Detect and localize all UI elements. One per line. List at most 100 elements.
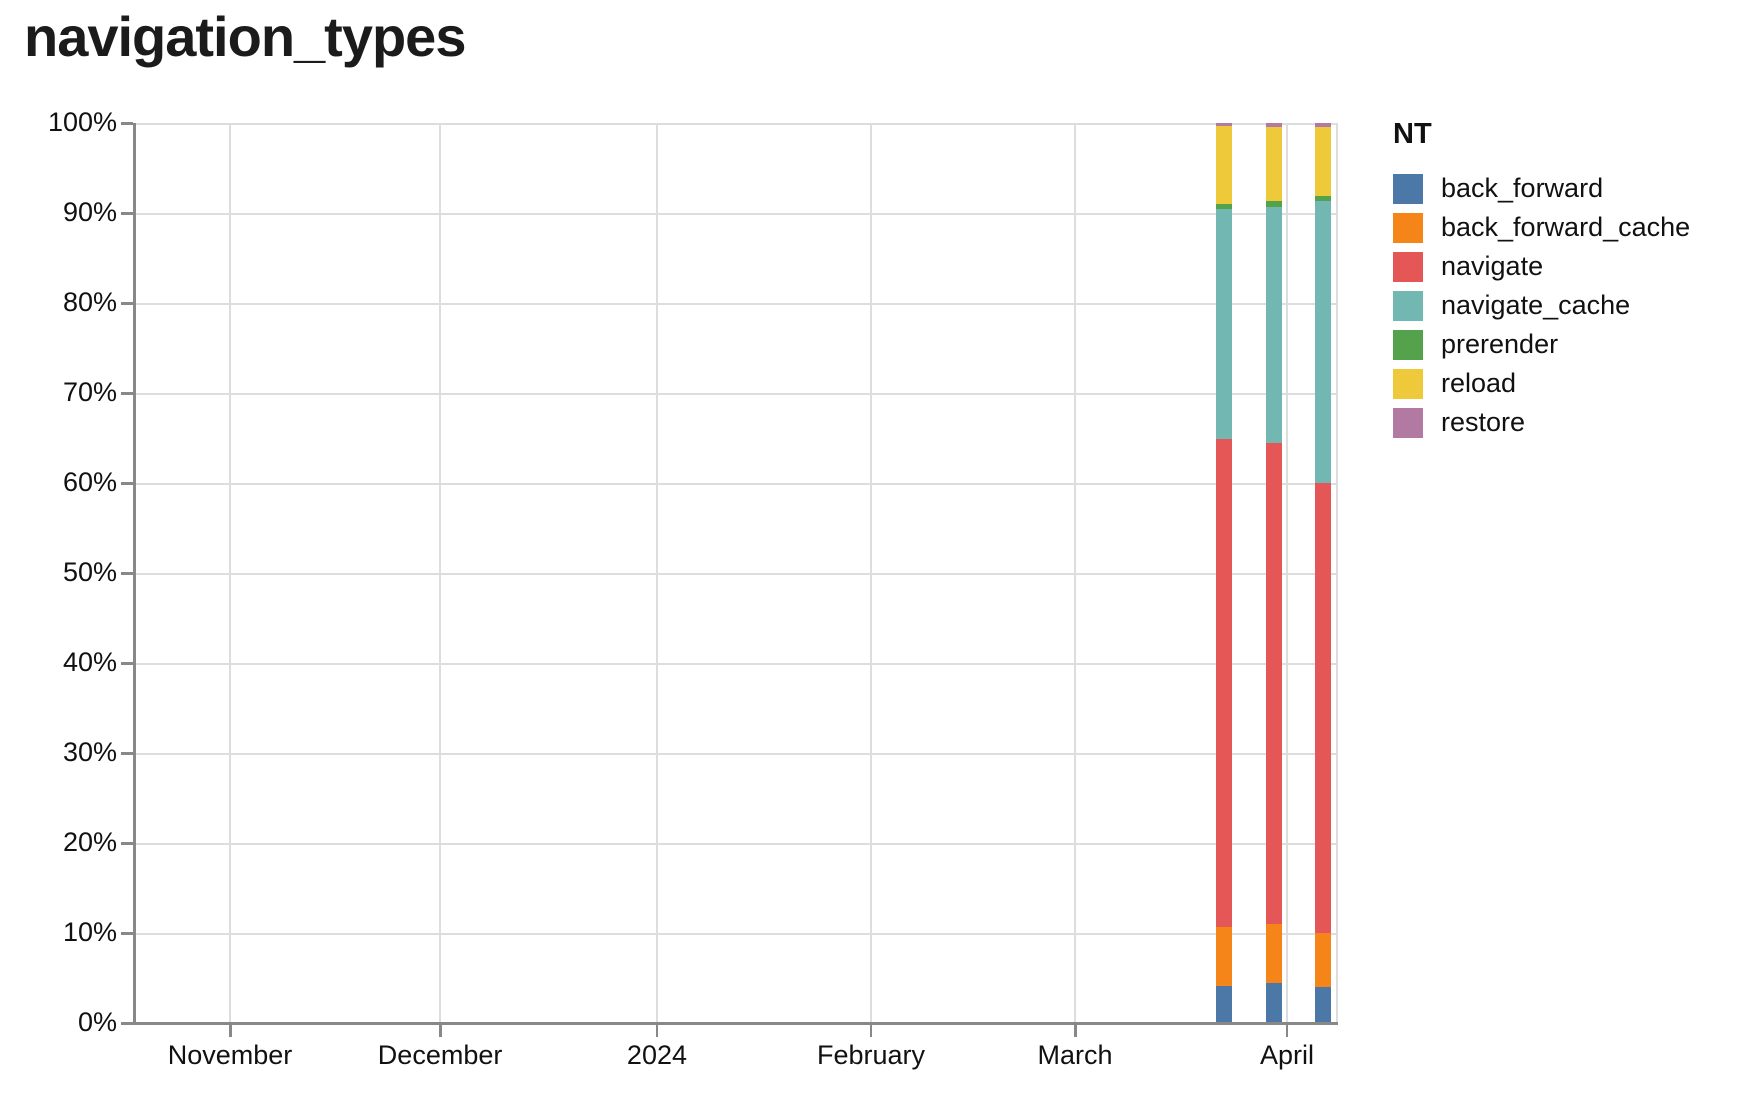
bar-2-segment-navigate_cache [1266, 206, 1282, 444]
y-tick-label-0: 0% [77, 1007, 117, 1037]
bar-2-segment-back_forward [1266, 983, 1282, 1023]
legend-swatch-reload [1393, 368, 1423, 399]
gridline-40pct [135, 663, 1338, 665]
legend-item-navigate_cache: navigate_cache [1393, 286, 1690, 325]
gridline-80pct [135, 303, 1338, 305]
gridline-90pct [135, 213, 1338, 215]
x-tick-april [1285, 1024, 1289, 1037]
y-tick-label-90: 90% [62, 197, 117, 227]
legend-label-back_forward_cache: back_forward_cache [1441, 212, 1691, 242]
gridline-april [1285, 123, 1288, 1023]
legend-label-navigate_cache: navigate_cache [1441, 290, 1631, 320]
bar-1-segment-reload [1216, 126, 1233, 205]
y-tick-label-10: 10% [62, 917, 117, 947]
bar-3-segment-reload [1315, 126, 1332, 196]
y-tick-label-50: 50% [62, 557, 117, 587]
bar-2-segment-prerender [1266, 201, 1282, 207]
legend-item-back_forward_cache: back_forward_cache [1393, 208, 1690, 247]
gridline-december [439, 123, 442, 1023]
legend-item-navigate: navigate [1393, 247, 1690, 286]
y-tick-label-40: 40% [62, 647, 117, 677]
plot-area [135, 123, 1338, 1023]
stacked-bar-3 [1315, 123, 1332, 1023]
y-tick-label-60: 60% [62, 467, 117, 497]
y-tick-30 [121, 752, 133, 755]
legend-swatch-back_forward_cache [1393, 212, 1423, 243]
gridline-50pct [135, 573, 1338, 575]
gridline-march [1074, 123, 1077, 1023]
legend-items: back_forward back_forward_cache navigate na… [1393, 169, 1690, 442]
y-tick-40 [121, 662, 133, 665]
gridline-30pct [135, 753, 1338, 755]
gridline-60pct [135, 483, 1338, 485]
legend-label-prerender: prerender [1441, 329, 1559, 359]
gridline-10pct [135, 933, 1338, 935]
gridline-20pct [135, 843, 1338, 845]
legend-swatch-back_forward [1393, 173, 1423, 204]
x-tick-2024 [655, 1024, 659, 1037]
y-tick-label-70: 70% [62, 377, 117, 407]
bar-1-segment-prerender [1216, 204, 1233, 209]
y-tick-70 [121, 392, 133, 395]
x-tick-label-2024: 2024 [626, 1040, 688, 1070]
legend-swatch-navigate [1393, 251, 1423, 282]
gridline-70pct [135, 393, 1338, 395]
y-tick-20 [121, 842, 133, 845]
bar-3-segment-back_forward [1315, 987, 1332, 1023]
legend-label-restore: restore [1441, 407, 1526, 437]
bar-1-segment-back_forward_cache [1216, 926, 1233, 987]
legend-label-back_forward: back_forward [1441, 173, 1604, 203]
y-tick-label-100: 100% [47, 107, 117, 137]
gridline-2024 [655, 123, 658, 1023]
stacked-bar-2 [1266, 123, 1282, 1023]
legend-label-navigate: navigate [1441, 251, 1544, 281]
bar-3-segment-back_forward_cache [1315, 933, 1332, 987]
bar-1-segment-navigate [1216, 438, 1233, 927]
bar-1-segment-restore [1216, 123, 1233, 127]
gridline-100pct [135, 123, 1338, 125]
y-tick-50 [121, 572, 133, 575]
y-tick-80 [121, 302, 133, 305]
x-tick-december [439, 1024, 442, 1037]
y-tick-label-30: 30% [62, 737, 117, 767]
x-tick-february [869, 1024, 873, 1037]
legend-swatch-restore [1393, 407, 1423, 438]
bar-1-segment-navigate_cache [1216, 208, 1233, 439]
stacked-bar-1 [1216, 123, 1233, 1023]
x-tick-november [229, 1024, 232, 1037]
y-tick-10 [121, 932, 133, 935]
x-tick-label-november: November [167, 1040, 293, 1070]
x-tick-label-december: December [377, 1040, 503, 1070]
chart-title: navigation_types [24, 5, 466, 68]
y-tick-100 [121, 122, 133, 125]
bar-3-segment-navigate_cache [1315, 201, 1332, 483]
bar-2-segment-restore [1266, 123, 1282, 127]
gridline-february [869, 123, 872, 1023]
legend-label-reload: reload [1441, 368, 1517, 398]
x-tick-label-february: February [816, 1040, 926, 1070]
bar-1-segment-back_forward [1216, 986, 1233, 1023]
y-tick-60 [121, 482, 133, 485]
y-axis-line [133, 123, 136, 1024]
bar-2-segment-reload [1266, 126, 1282, 202]
y-tick-90 [121, 212, 133, 215]
y-tick-label-80: 80% [62, 287, 117, 317]
x-tick-label-march: March [1037, 1040, 1113, 1070]
x-axis-line [133, 1022, 1338, 1025]
bar-3-segment-navigate [1315, 483, 1332, 933]
legend-swatch-navigate_cache [1393, 290, 1423, 321]
bar-2-segment-navigate [1266, 443, 1282, 924]
legend-title: NT [1393, 118, 1432, 150]
legend-item-reload: reload [1393, 364, 1690, 403]
y-tick-0 [121, 1022, 133, 1025]
x-tick-march [1074, 1024, 1077, 1037]
y-tick-label-20: 20% [62, 827, 117, 857]
legend-item-back_forward: back_forward [1393, 169, 1690, 208]
bar-3-segment-prerender [1315, 195, 1332, 202]
bar-3-segment-restore [1315, 123, 1332, 127]
legend-swatch-prerender [1393, 329, 1423, 360]
legend-item-prerender: prerender [1393, 325, 1690, 364]
x-tick-label-april: April [1259, 1040, 1314, 1070]
